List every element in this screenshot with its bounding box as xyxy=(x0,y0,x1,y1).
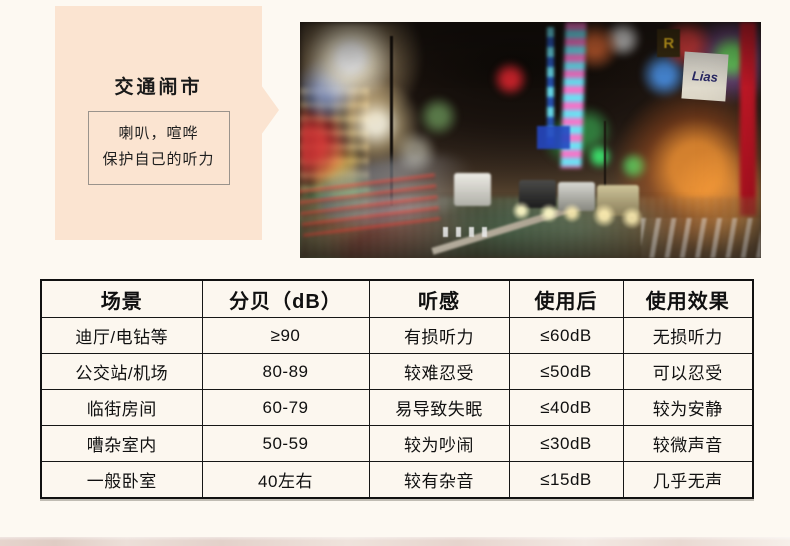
table-row: 嘈杂室内 50-59 较为吵闹 ≤30dB 较微声音 xyxy=(40,425,754,462)
table-cell: 几乎无声 xyxy=(622,461,754,499)
table-cell: 无损听力 xyxy=(622,317,754,354)
callout-arrow xyxy=(261,85,279,135)
photo-headlights xyxy=(300,22,761,258)
callout-title: 交通闹市 xyxy=(114,77,203,98)
column-header-decibel: 分贝（dB） xyxy=(201,279,370,318)
table-cell: 临街房间 xyxy=(40,389,203,426)
table-cell: 80-89 xyxy=(201,353,370,390)
table-row: 公交站/机场 80-89 较难忍受 ≤50dB 可以忍受 xyxy=(40,353,754,390)
decibel-table: 场景 分贝（dB） 听感 使用后 使用效果 迪厅/电钻等 ≥90 有损听力 ≤6… xyxy=(40,279,754,499)
callout-textbox: 喇叭，喧哗 保护自己的听力 xyxy=(87,111,230,185)
table-header-row: 场景 分贝（dB） 听感 使用后 使用效果 xyxy=(40,279,754,318)
photo-crosswalk-stripes xyxy=(641,217,761,258)
table-cell: 一般卧室 xyxy=(40,461,203,499)
table-cell: 40左右 xyxy=(201,461,370,499)
callout-panel: 交通闹市 喇叭，喧哗 保护自己的听力 xyxy=(55,6,279,240)
table-cell: 有损听力 xyxy=(368,317,510,354)
column-header-after-use: 使用后 xyxy=(508,279,624,318)
table-cell: 较有杂音 xyxy=(368,461,510,499)
photo-vignette xyxy=(300,22,761,258)
photo-lane-dashes xyxy=(442,227,489,237)
table-cell: ≤40dB xyxy=(508,389,624,426)
table-cell: 迪厅/电钻等 xyxy=(40,317,203,354)
table-row: 临街房间 60-79 易导致失眠 ≤40dB 较为安静 xyxy=(40,389,754,426)
table-cell: 较为安静 xyxy=(622,389,754,426)
table-cell: ≤30dB xyxy=(508,425,624,462)
table-cell: ≤60dB xyxy=(508,317,624,354)
callout-line-1: 喇叭，喧哗 xyxy=(118,125,199,142)
table-cell: 50-59 xyxy=(201,425,370,462)
table-cell: 可以忍受 xyxy=(622,353,754,390)
table-cell: 易导致失眠 xyxy=(368,389,510,426)
table-cell: ≤50dB xyxy=(508,353,624,390)
table-cell: 较难忍受 xyxy=(368,353,510,390)
table-row: 迪厅/电钻等 ≥90 有损听力 ≤60dB 无损听力 xyxy=(40,317,754,354)
table-row: 一般卧室 40左右 较有杂音 ≤15dB 几乎无声 xyxy=(40,461,754,499)
table-cell: 公交站/机场 xyxy=(40,353,203,390)
table-cell: 嘈杂室内 xyxy=(40,425,203,462)
table-cell: ≥90 xyxy=(201,317,370,354)
city-night-street-photo: R Lias xyxy=(300,22,761,258)
column-header-scene: 场景 xyxy=(40,279,203,318)
bottom-texture-band xyxy=(0,537,790,546)
column-header-perception: 听感 xyxy=(368,279,510,318)
table-cell: 较微声音 xyxy=(622,425,754,462)
table-cell: ≤15dB xyxy=(508,461,624,499)
column-header-effect: 使用效果 xyxy=(622,279,754,318)
table-cell: 较为吵闹 xyxy=(368,425,510,462)
table-cell: 60-79 xyxy=(201,389,370,426)
callout-line-2: 保护自己的听力 xyxy=(102,151,215,168)
